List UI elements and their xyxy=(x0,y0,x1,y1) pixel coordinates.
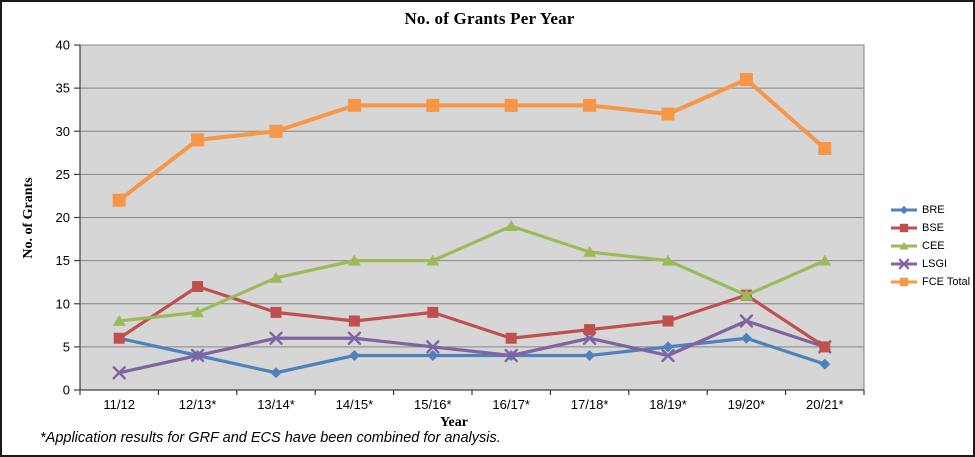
data-marker xyxy=(739,73,753,86)
legend-item-bre: BRE xyxy=(890,201,970,219)
series-line xyxy=(118,284,826,349)
x-axis-title: Year xyxy=(440,415,468,430)
data-marker xyxy=(191,306,205,318)
legend-marker-diamond-icon xyxy=(891,205,917,215)
data-marker xyxy=(190,348,205,363)
data-marker xyxy=(112,366,126,380)
legend-label: LSGI xyxy=(922,258,948,270)
data-marker xyxy=(112,315,126,326)
y-tick-label: 25 xyxy=(56,167,70,182)
legend-marker-x-icon xyxy=(891,258,917,270)
data-marker xyxy=(270,367,282,379)
x-tick-label: 19/20* xyxy=(728,397,766,412)
legend-item-lsgi: LSGI xyxy=(890,255,970,273)
footnote: *Application results for GRF and ECS hav… xyxy=(40,430,501,446)
y-tick-label: 15 xyxy=(56,253,70,268)
data-marker xyxy=(899,205,909,215)
data-marker xyxy=(661,254,675,266)
data-marker xyxy=(899,277,909,287)
series-line xyxy=(119,224,826,323)
x-tick-label: 18/19* xyxy=(649,397,687,412)
legend: BRE BSE CEE LSGI FCE Total xyxy=(890,201,970,291)
data-marker xyxy=(898,258,910,270)
data-marker xyxy=(348,315,360,327)
legend-item-fce-total: FCE Total xyxy=(890,273,970,291)
data-marker xyxy=(192,281,204,292)
legend-label: BRE xyxy=(922,204,945,216)
legend-marker-triangle-icon xyxy=(891,241,917,250)
x-tick-label: 17/18* xyxy=(571,397,609,412)
data-marker xyxy=(427,350,439,361)
y-tick-label: 0 xyxy=(63,383,70,398)
data-marker xyxy=(426,340,440,354)
x-tick-label: 20/21* xyxy=(806,397,844,412)
legend-item-cee: CEE xyxy=(890,237,970,255)
data-marker xyxy=(347,331,362,345)
legend-label: CEE xyxy=(922,240,945,252)
x-tick-label: 11/12 xyxy=(103,397,135,412)
y-tick-label: 10 xyxy=(56,296,70,311)
data-marker xyxy=(426,254,440,266)
data-marker xyxy=(818,142,832,155)
x-tick-label: 13/14* xyxy=(257,397,295,412)
series-line xyxy=(117,77,827,202)
x-tick-label: 14/15* xyxy=(336,397,374,412)
data-marker xyxy=(740,332,752,344)
data-marker xyxy=(899,223,909,233)
y-tick-label: 20 xyxy=(56,210,70,225)
data-marker xyxy=(899,241,909,250)
y-tick-label: 5 xyxy=(63,339,70,354)
data-marker xyxy=(347,98,361,112)
data-marker xyxy=(583,246,597,257)
x-tick-label: 15/16* xyxy=(414,397,452,412)
data-marker xyxy=(505,332,517,344)
data-marker xyxy=(269,271,283,283)
y-tick-label: 30 xyxy=(56,124,70,139)
x-tick-label: 16/17* xyxy=(492,397,530,412)
data-marker xyxy=(819,358,831,370)
data-marker xyxy=(504,348,518,363)
data-marker xyxy=(348,350,360,361)
legend-item-bse: BSE xyxy=(890,219,970,237)
data-marker xyxy=(662,315,674,327)
legend-label: FCE Total xyxy=(922,276,971,288)
data-marker xyxy=(584,324,596,336)
series-line xyxy=(118,319,826,375)
data-marker xyxy=(191,133,205,147)
data-marker xyxy=(662,341,674,353)
data-marker xyxy=(426,98,440,112)
data-marker xyxy=(819,341,831,353)
data-marker xyxy=(269,124,283,138)
legend-marker-square-icon xyxy=(891,223,917,233)
y-tick-label: 40 xyxy=(56,38,70,53)
data-marker xyxy=(347,254,361,266)
data-marker xyxy=(661,107,675,121)
series-line xyxy=(118,336,826,375)
data-marker xyxy=(504,98,518,112)
data-marker xyxy=(583,98,597,112)
data-marker xyxy=(504,220,518,232)
y-tick-label: 35 xyxy=(56,81,70,96)
data-marker xyxy=(739,314,754,328)
data-marker xyxy=(584,350,596,361)
legend-label: BSE xyxy=(922,222,945,234)
data-marker xyxy=(113,332,125,344)
data-marker xyxy=(739,289,753,301)
legend-marker-square-icon xyxy=(891,277,917,287)
x-tick-label: 12/13* xyxy=(179,397,217,412)
data-marker xyxy=(427,306,439,318)
data-marker xyxy=(269,331,283,345)
series-fce-total xyxy=(112,73,832,207)
data-marker xyxy=(661,348,675,363)
series-cee xyxy=(112,220,832,326)
data-marker xyxy=(270,306,282,318)
chart-title: No. of Grants Per Year xyxy=(404,9,575,28)
data-marker xyxy=(818,254,832,266)
data-marker xyxy=(112,193,126,207)
